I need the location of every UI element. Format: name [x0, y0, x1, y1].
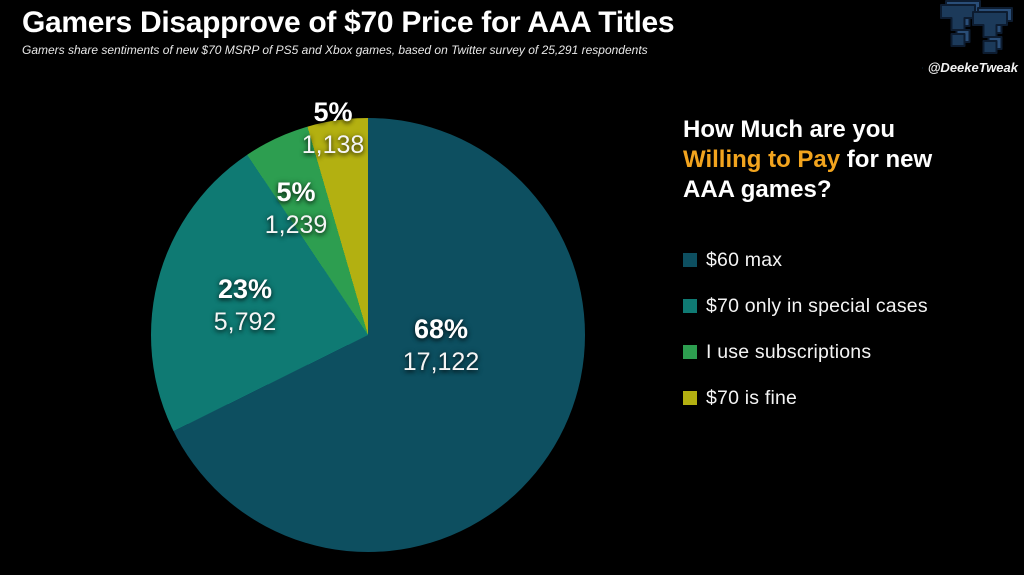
legend-item-70fine: $70 is fine [683, 375, 1013, 421]
legend-label: I use subscriptions [706, 340, 872, 363]
slice-label-subscriptions: 5% 1,239 [265, 176, 328, 242]
page-subtitle: Gamers share sentiments of new $70 MSRP … [22, 43, 648, 57]
legend-item-60max: $60 max [683, 237, 1013, 283]
slice-pct: 5% [276, 177, 316, 207]
tweaktown-logo-icon [940, 0, 1013, 54]
slice-count: 17,122 [402, 348, 480, 376]
twitter-handle-text: @DeekeTweak [927, 60, 1018, 75]
legend-label: $70 only in special cases [706, 294, 928, 317]
pie-chart [151, 118, 585, 552]
slice-pct: 68% [413, 314, 469, 344]
question-heading: How Much are you Willing to Pay for new … [683, 115, 1013, 205]
brand-block: @DeekeTweak [922, 0, 1022, 75]
header: Gamers Disapprove of $70 Price for AAA T… [22, 6, 675, 57]
legend-swatch [683, 391, 697, 405]
legend-swatch [683, 253, 697, 267]
heading-line2-rest: for new [840, 146, 933, 173]
slice-count: 5,792 [213, 308, 277, 336]
slice-count: 1,138 [301, 131, 365, 159]
heading-line3: AAA games? [683, 176, 832, 203]
legend-item-subscriptions: I use subscriptions [683, 329, 1013, 375]
legend-swatch [683, 299, 697, 313]
slice-label-70special: 23% 5,792 [214, 273, 277, 339]
twitter-bird-icon [922, 67, 923, 68]
slice-label-70fine: 5% 1,138 [302, 96, 365, 162]
legend-label: $60 max [706, 248, 783, 271]
heading-line1: How Much are you [683, 116, 896, 143]
slice-pct: 23% [217, 274, 273, 304]
legend-item-70special: $70 only in special cases [683, 283, 1013, 329]
legend-label: $70 is fine [706, 386, 798, 409]
legend-swatch [683, 345, 697, 359]
slice-label-60max: 68% 17,122 [403, 313, 479, 379]
heading-accent: Willing to Pay [683, 146, 841, 173]
slice-count: 1,239 [264, 211, 328, 239]
page-title: Gamers Disapprove of $70 Price for AAA T… [22, 6, 675, 39]
legend: $60 max $70 only in special cases I use … [683, 237, 1013, 421]
twitter-handle[interactable]: @DeekeTweak [922, 60, 1022, 75]
question-panel: How Much are you Willing to Pay for new … [683, 115, 1013, 421]
slice-pct: 5% [313, 97, 353, 127]
